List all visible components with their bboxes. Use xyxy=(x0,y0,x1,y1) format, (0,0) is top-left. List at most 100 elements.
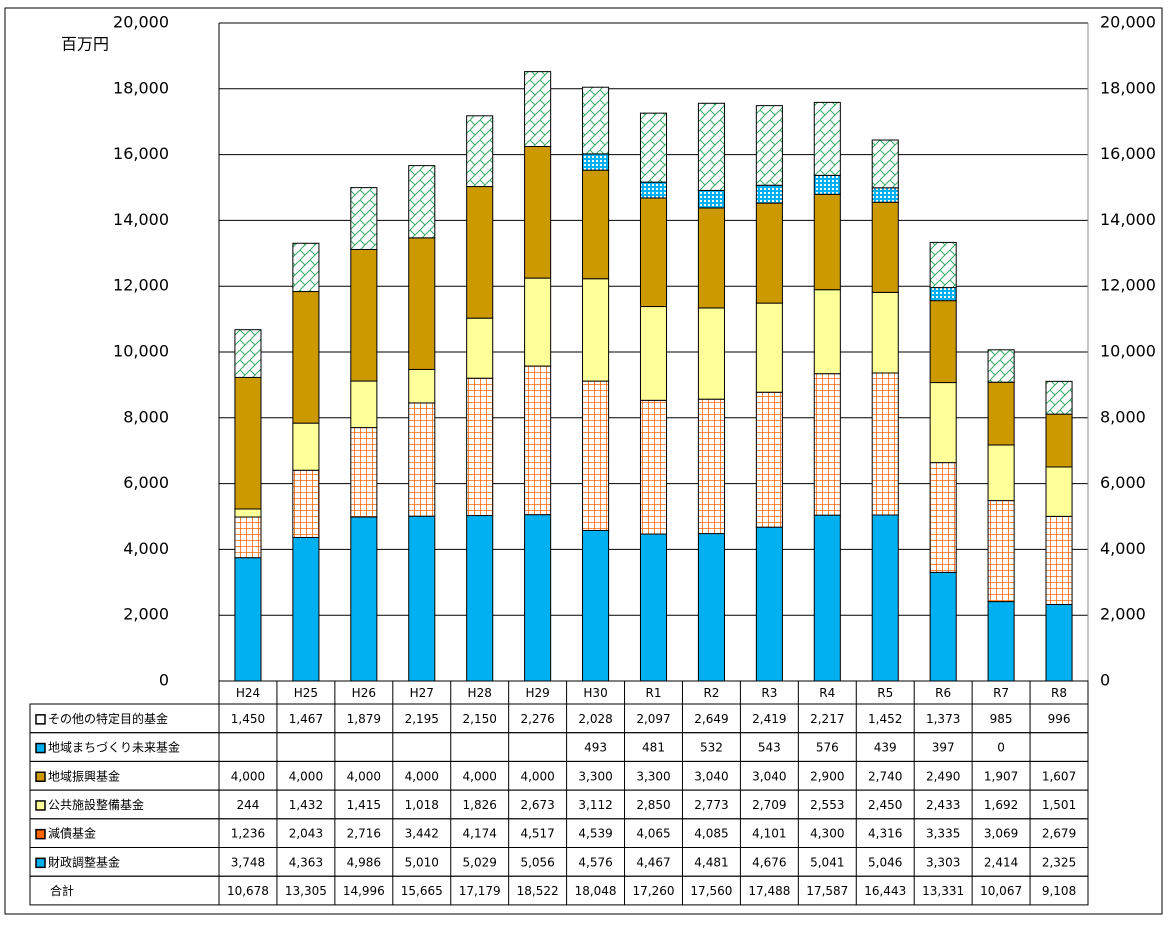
table-value: 2,709 xyxy=(752,798,786,812)
bar-segment xyxy=(813,514,841,682)
table-value: 4,000 xyxy=(231,769,265,783)
table-value: 10,067 xyxy=(980,884,1022,898)
table-value: 4,363 xyxy=(289,855,323,869)
table-value: 3,300 xyxy=(578,769,612,783)
frame xyxy=(4,7,1163,915)
table-value: 18,522 xyxy=(517,884,559,898)
y2-tick-label: 6,000 xyxy=(1100,473,1146,492)
table-value: 4,316 xyxy=(868,827,902,841)
bar-segment xyxy=(929,287,957,302)
y2-tick-label: 10,000 xyxy=(1100,342,1156,361)
table-value: 2,195 xyxy=(405,712,439,726)
table-value: 1,373 xyxy=(926,712,960,726)
bar-segment xyxy=(292,536,320,682)
bar-segment xyxy=(408,515,436,682)
table-value: 2,217 xyxy=(810,712,844,726)
y-tick-label: 6,000 xyxy=(123,473,169,492)
table-value: 4,101 xyxy=(752,827,786,841)
table-value: 493 xyxy=(584,741,607,755)
bar-segment xyxy=(466,186,494,319)
bar-segment xyxy=(582,380,610,531)
table-value: 3,300 xyxy=(636,769,670,783)
bar-segment xyxy=(813,373,841,516)
table-value: 2,150 xyxy=(463,712,497,726)
table-value: 17,260 xyxy=(633,884,675,898)
y-tick-label: 10,000 xyxy=(113,342,169,361)
bar-segment xyxy=(697,189,725,209)
bar-segment xyxy=(697,307,725,400)
y2-tick-label: 18,000 xyxy=(1100,78,1156,97)
table-value: 2,900 xyxy=(810,769,844,783)
y2-tick-label: 0 xyxy=(1100,671,1110,690)
legend-key xyxy=(35,857,46,869)
bar-segment xyxy=(755,184,783,204)
x-tick-label: R4 xyxy=(819,686,835,700)
bar-segment xyxy=(292,291,320,424)
bar-segment xyxy=(987,444,1015,502)
table-value: 1,452 xyxy=(868,712,902,726)
y2-tick-label: 4,000 xyxy=(1100,539,1146,558)
table-value: 2,850 xyxy=(636,798,670,812)
bar-segment xyxy=(466,377,494,517)
table-value: 17,587 xyxy=(806,884,848,898)
bar-segment xyxy=(871,201,899,293)
table-value: 3,748 xyxy=(231,855,265,869)
bar-segment xyxy=(755,202,783,304)
bar-segment xyxy=(582,529,610,682)
table-value: 2,414 xyxy=(984,855,1018,869)
bar-segment xyxy=(582,278,610,382)
table-value: 3,442 xyxy=(405,827,439,841)
bar-segment xyxy=(697,207,725,309)
bar-segment xyxy=(929,300,957,384)
table-value: 985 xyxy=(990,712,1013,726)
y-tick-label: 14,000 xyxy=(113,210,169,229)
y-tick-label: 16,000 xyxy=(113,144,169,163)
x-tick-label: R5 xyxy=(877,686,893,700)
bar-segment xyxy=(697,533,725,682)
y2-tick-label: 14,000 xyxy=(1100,210,1156,229)
bar-segment xyxy=(234,557,262,682)
bar-segment xyxy=(466,317,494,379)
y-tick-label: 8,000 xyxy=(123,407,169,426)
x-tick-label: R2 xyxy=(703,686,719,700)
bar-segment xyxy=(987,500,1015,603)
bar-segment xyxy=(639,181,668,199)
table-value: 3,069 xyxy=(984,827,1018,841)
table-value: 3,335 xyxy=(926,827,960,841)
x-tick-label: R6 xyxy=(935,686,951,700)
table-value: 2,649 xyxy=(694,712,728,726)
y2-tick-label: 16,000 xyxy=(1100,144,1156,163)
table-value: 16,443 xyxy=(864,884,906,898)
table-value: 1,018 xyxy=(405,798,439,812)
x-tick-label: H27 xyxy=(410,686,434,700)
bar-segment xyxy=(871,514,899,682)
bar-segment xyxy=(987,349,1015,383)
table-value: 4,085 xyxy=(694,827,728,841)
bar-segment xyxy=(755,526,783,682)
table-value: 13,331 xyxy=(922,884,964,898)
bar-segment xyxy=(350,427,378,518)
bar-segment xyxy=(408,368,436,404)
bar-segment xyxy=(755,105,783,186)
bar-segment xyxy=(1045,604,1073,682)
x-tick-label: R3 xyxy=(761,686,777,700)
table-value: 3,303 xyxy=(926,855,960,869)
table-value: 10,678 xyxy=(227,884,269,898)
bar-segment xyxy=(524,365,552,516)
table-value: 4,539 xyxy=(578,827,612,841)
legend-key xyxy=(35,714,46,725)
table-value: 2,450 xyxy=(868,798,902,812)
row-label: 地域振興基金 xyxy=(48,768,120,783)
legend-key xyxy=(35,828,46,840)
y-tick-label: 12,000 xyxy=(113,276,169,295)
y-tick-label: 20,000 xyxy=(113,13,169,32)
bar-segment xyxy=(813,193,841,291)
table-value: 5,041 xyxy=(810,855,844,869)
bar-segment xyxy=(350,380,378,429)
bar-segment xyxy=(582,169,610,280)
table-value: 2,028 xyxy=(578,712,612,726)
bar-segment xyxy=(987,381,1015,446)
table-row xyxy=(29,732,1089,762)
